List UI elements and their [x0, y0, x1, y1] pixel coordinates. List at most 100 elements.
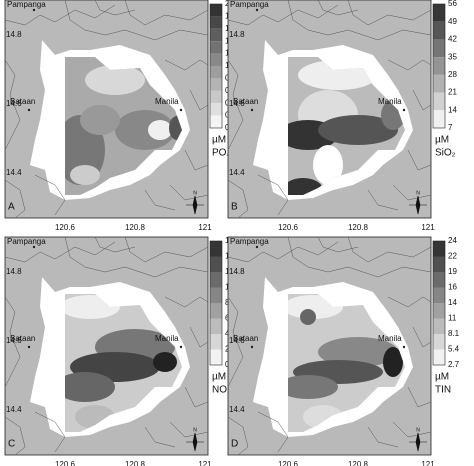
- scale-label: 1: [225, 61, 230, 70]
- scale-band: [433, 39, 445, 58]
- place-label: Manila: [155, 334, 179, 343]
- contour-band: [85, 65, 145, 95]
- scale-frame: [209, 3, 223, 129]
- longitude-label: 120.8: [348, 223, 369, 232]
- latitude-label: 14.6: [229, 99, 245, 108]
- scale-frame: [432, 240, 446, 366]
- scale-label: 0: [225, 360, 230, 369]
- contour-band: [65, 372, 115, 402]
- scale-band: [433, 318, 445, 334]
- latitude-label: 14.4: [229, 405, 245, 414]
- latitude-label: 14.4: [6, 405, 22, 414]
- scale-unit: µM: [435, 135, 449, 146]
- scale-label: 11: [448, 314, 457, 323]
- panel-letter: C: [8, 439, 15, 450]
- scale-band: [433, 241, 445, 257]
- scale-band: [433, 4, 445, 22]
- scale-label: 8.1: [448, 329, 460, 338]
- place-label: Bataan: [233, 97, 258, 106]
- contour-band: [313, 145, 343, 185]
- scale-band: [210, 66, 222, 79]
- panel-letter: B: [231, 202, 238, 213]
- longitude-label: 121: [198, 223, 212, 232]
- north-label: N: [416, 190, 420, 196]
- north-label: N: [193, 190, 197, 196]
- scale-band: [210, 287, 222, 303]
- longitude-label: 121: [198, 460, 212, 466]
- place-label: Manila: [378, 334, 402, 343]
- scale-label: 14: [448, 298, 457, 307]
- longitude-label: 120.6: [278, 460, 299, 466]
- panel-letter: A: [8, 202, 15, 213]
- scale-band: [433, 272, 445, 288]
- scale-band: [210, 16, 222, 29]
- contour-band: [318, 337, 398, 367]
- scale-label: 7: [448, 123, 453, 132]
- longitude-label: 120.8: [125, 460, 146, 466]
- map-panel: Pampanga Bataan Manila B N 14.8 14.6 14.4 120.6 1…: [227, 0, 457, 232]
- scale-label: 4: [225, 329, 230, 338]
- scale-label: 56: [448, 0, 457, 8]
- latitude-label: 14.6: [6, 99, 22, 108]
- scale-label: 2: [225, 345, 230, 354]
- scale-label: 2.7: [448, 360, 460, 369]
- contour-band: [288, 178, 323, 195]
- scale-label: 14: [448, 105, 457, 114]
- scale-label: 2: [225, 0, 230, 8]
- scale-band: [433, 349, 445, 365]
- scale-unit: µM: [435, 372, 449, 383]
- longitude-label: 120.8: [348, 460, 369, 466]
- latitude-label: 14.6: [6, 336, 22, 345]
- latitude-label: 14.8: [229, 30, 245, 39]
- latitude-label: 14.4: [6, 168, 22, 177]
- scale-band: [433, 287, 445, 303]
- scale-frame: [432, 3, 446, 129]
- contour-band: [383, 347, 403, 377]
- scale-variable: NO₃: [212, 385, 231, 396]
- place-label: Bataan: [10, 334, 35, 343]
- contour-band: [80, 105, 120, 135]
- scale-band: [210, 303, 222, 319]
- scale-label: 49: [448, 17, 457, 26]
- scale-label: 6: [225, 314, 230, 323]
- scale-band: [210, 318, 222, 334]
- contour-band: [153, 352, 177, 372]
- scale-variable: PO₄: [212, 148, 231, 159]
- map-panel: Pampanga Bataan Manila C N 14.8 14.6 14.4 120.6 1…: [4, 236, 234, 466]
- scale-label: 5.4: [448, 345, 460, 354]
- longitude-label: 120.8: [125, 223, 146, 232]
- longitude-label: 120.6: [278, 223, 299, 232]
- scale-band: [433, 334, 445, 350]
- scale-band: [210, 241, 222, 257]
- panel-letter: D: [231, 439, 238, 450]
- scale-band: [210, 90, 222, 104]
- scale-label: 28: [448, 70, 457, 79]
- scale-variable: SiO₂: [435, 148, 456, 159]
- contour-band: [70, 165, 100, 185]
- scale-band: [210, 349, 222, 365]
- scale-label: 19: [448, 267, 457, 276]
- scale-band: [210, 41, 222, 54]
- north-label: N: [193, 427, 197, 433]
- latitude-label: 14.4: [229, 168, 245, 177]
- latitude-label: 14.6: [229, 336, 245, 345]
- longitude-label: 121: [421, 223, 435, 232]
- scale-band: [210, 115, 222, 128]
- scale-label: 42: [448, 35, 457, 44]
- scale-label: 16: [448, 283, 457, 292]
- contour-band: [300, 309, 316, 325]
- scale-frame: [209, 240, 223, 366]
- scale-band: [210, 53, 222, 66]
- latitude-label: 14.8: [6, 267, 22, 276]
- latitude-label: 14.8: [6, 30, 22, 39]
- scale-band: [210, 28, 222, 42]
- scale-label: 35: [448, 52, 457, 61]
- scale-band: [433, 74, 445, 93]
- scale-band: [433, 21, 445, 40]
- scale-band: [210, 272, 222, 288]
- place-label: Bataan: [233, 334, 258, 343]
- scale-band: [433, 303, 445, 319]
- place-label: Pampanga: [230, 0, 269, 9]
- place-label: Pampanga: [7, 237, 46, 246]
